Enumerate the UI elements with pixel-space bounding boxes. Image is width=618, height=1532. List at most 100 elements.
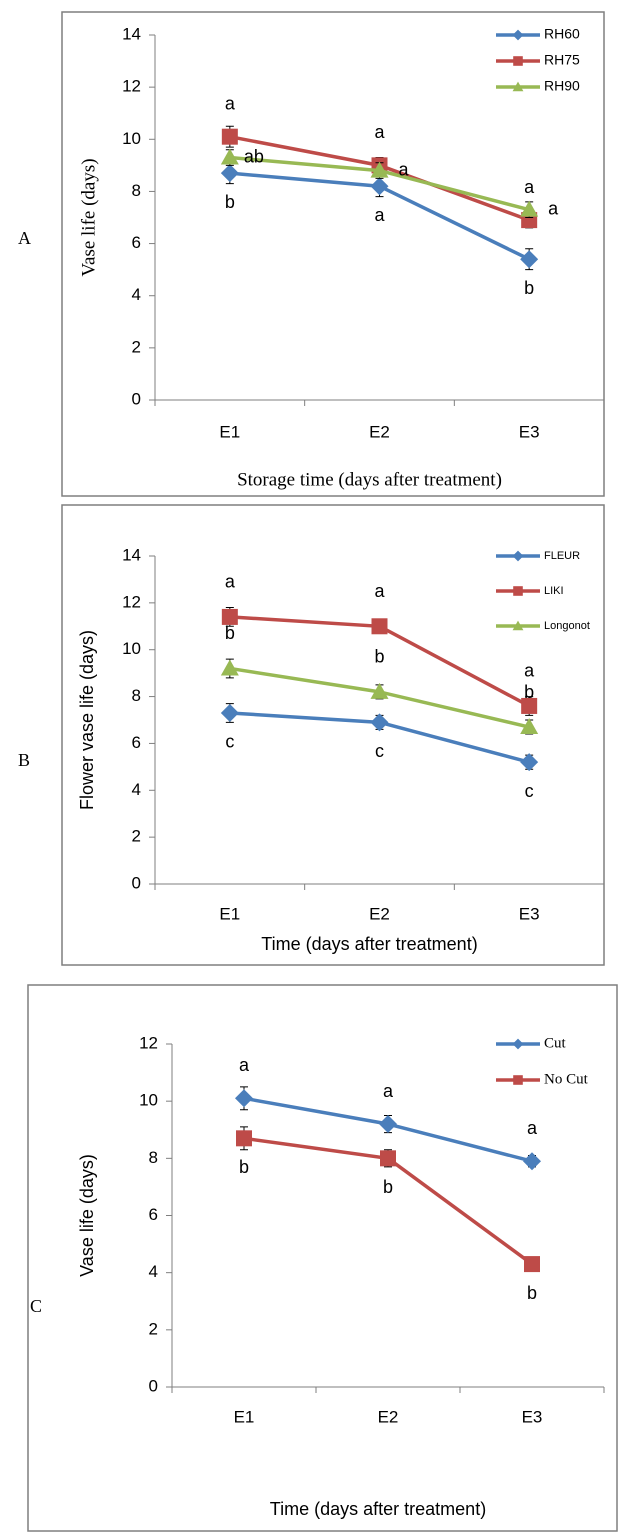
y-tick-label: 0 [132,389,141,408]
significance-letter: b [374,647,384,667]
legend-marker [512,1038,524,1050]
y-tick-label: 12 [122,77,141,96]
marker-square [380,1150,396,1167]
y-tick-label: 10 [122,129,141,148]
panel-label: B [18,750,30,770]
marker-square [521,697,538,714]
panel: C 0 2 4 6 8 10 12 E1 E2 E3 Time (days after treatme… [27,984,618,1532]
x-tick-label: E1 [219,422,240,441]
significance-letter: c [375,741,384,761]
y-tick-label: 6 [132,733,141,752]
y-tick-label: 8 [132,686,141,705]
significance-letter: b [524,682,534,702]
x-tick-label: E1 [219,904,240,923]
y-tick-label: 10 [139,1091,158,1110]
significance-letter: a [374,205,385,225]
y-tick-label: 4 [132,285,141,304]
legend-label: No Cut [544,1071,589,1087]
y-tick-label: 0 [149,1376,158,1395]
significance-letter: b [239,1157,249,1177]
marker-diamond [370,713,389,732]
legend-label: RH60 [544,26,580,42]
y-tick-label: 4 [132,780,141,799]
marker-diamond [379,1115,397,1134]
y-tick-label: 10 [122,639,141,658]
marker-square [513,586,523,596]
marker-triangle [370,161,389,178]
y-tick-label: 8 [132,181,141,200]
marker-diamond [520,753,539,772]
x-tick-label: E2 [378,1407,399,1426]
x-axis-label: Storage time (days after treatment) [237,469,502,490]
legend-label: LIKI [544,585,564,597]
y-tick-label: 2 [149,1319,158,1338]
significance-letter: c [225,732,234,752]
y-tick-label: 4 [149,1262,158,1281]
significance-letter: a [527,1118,538,1138]
marker-triangle [220,148,239,165]
significance-letter: b [527,1283,537,1303]
x-tick-label: E3 [519,422,540,441]
marker-diamond [523,1152,541,1171]
significance-letter: ab [244,146,264,166]
significance-letter: b [383,1177,393,1197]
significance-letter: a [548,198,559,218]
significance-letter: a [524,661,535,681]
legend-marker [512,620,524,631]
y-axis-label: Vase life (days) [78,158,99,276]
panel: A 0 2 4 6 8 10 12 14 E1 E2 E3 Storage time (days aft… [18,11,605,497]
panel-label: A [18,228,31,248]
legend-marker [512,550,524,562]
significance-letter: b [225,192,235,212]
y-tick-label: 2 [132,337,141,356]
y-tick-label: 8 [149,1148,158,1167]
marker-square [371,618,388,635]
legend-label: RH90 [544,78,580,94]
legend-marker [513,56,523,66]
x-tick-label: E3 [522,1407,543,1426]
y-tick-label: 2 [132,827,141,846]
marker-triangle [520,200,539,217]
marker-square [524,1256,540,1273]
legend-marker [512,81,524,92]
significance-letter: b [524,278,534,298]
legend-label: FLEUR [544,550,580,562]
panel-frame [27,984,618,1532]
panel-frame [61,504,605,966]
significance-letter: a [225,572,236,592]
legend-label: Longonot [544,620,590,632]
significance-letter: a [374,581,385,601]
significance-letter: b [225,623,235,643]
marker-square [236,1130,252,1147]
y-tick-label: 14 [122,545,141,564]
significance-letter: a [239,1055,250,1075]
marker-diamond [512,550,524,562]
significance-letter: a [225,93,236,113]
marker-diamond [220,703,239,722]
marker-diamond [520,250,539,269]
y-tick-label: 12 [122,592,141,611]
marker-triangle [512,620,524,631]
marker-square [513,56,523,66]
marker-diamond [512,1038,524,1050]
marker-square [221,128,238,145]
x-tick-label: E2 [369,904,390,923]
marker-diamond [512,29,524,41]
significance-letter: c [525,781,534,801]
marker-triangle [512,81,524,92]
marker-diamond [235,1089,253,1108]
legend-label: RH75 [544,52,580,68]
y-axis-label: Vase life (days) [77,1154,97,1277]
y-tick-label: 12 [139,1033,158,1052]
y-tick-label: 14 [122,24,141,43]
panel-frame [61,11,605,497]
legend-label: Cut [544,1035,567,1051]
x-axis-label: Time (days after treatment) [261,934,477,954]
legend-marker [513,586,523,596]
x-axis-label: Time (days after treatment) [270,1499,486,1519]
panel-label: C [30,1296,42,1316]
x-tick-label: E2 [369,422,390,441]
panel: B 0 2 4 6 8 10 12 14 E1 E2 E3 Time (days after treat… [18,504,605,966]
significance-letter: a [524,177,535,197]
